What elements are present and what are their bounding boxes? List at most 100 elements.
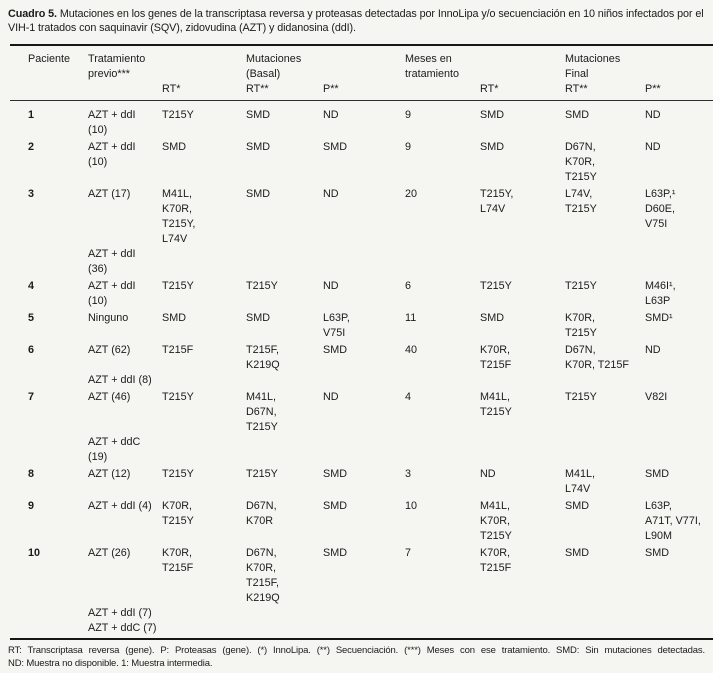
cell-line: D67N,	[246, 500, 277, 512]
cell-meses: 40	[405, 343, 480, 390]
cell-line: D67N,	[565, 141, 596, 153]
cell-rt-basal-sec: D67N, K70R, T215F, K219Q	[246, 546, 323, 639]
cell-tratamiento: AZT (26) AZT + ddI (7) AZT + ddC (7)	[88, 546, 162, 639]
cell-line: K70R,	[565, 156, 596, 168]
patient-number: 7	[10, 390, 88, 467]
column-header-meses-en-tratamiento: Meses en tratamiento	[405, 45, 480, 101]
cell-line: SMD	[246, 312, 270, 324]
footnote-line-1: RT: Transcriptasa reversa (gene). P: Pro…	[8, 645, 705, 656]
cell-line: T215F,	[246, 577, 280, 589]
cell-line: T215Y	[565, 203, 597, 215]
cell-p-basal: SMD	[323, 140, 405, 187]
cell-line: 4	[405, 391, 412, 403]
patient-number: 9	[10, 499, 88, 546]
mutations-table: Paciente Tratamiento previo*** RT* Mutacion…	[10, 44, 713, 640]
cell-line: RT*	[162, 83, 181, 95]
cell-meses: 6	[405, 279, 480, 311]
cell-line: 6	[405, 280, 412, 292]
cell-line: SMD	[323, 468, 347, 480]
cell-rt-final-sec: SMD	[565, 101, 645, 141]
cell-line: 1	[28, 109, 35, 121]
cell-line: 11	[405, 312, 417, 324]
cell-rt-final-sec: M41L, L74V	[565, 467, 645, 499]
cell-rt-basal-sec: SMD	[246, 187, 323, 279]
cell-rt-basal-sec: D67N, K70R	[246, 499, 323, 546]
cell-line: AZT + ddC (7)	[88, 622, 157, 634]
cell-rt-basal-sec: SMD	[246, 101, 323, 141]
cell-line: M41L,	[565, 468, 596, 480]
cell-line: (19)	[88, 451, 108, 463]
cell-rt-basal-innolipa: M41L, K70R, T215Y, L74V	[162, 187, 246, 279]
cell-line: 40	[405, 344, 418, 356]
cell-line: Meses en	[405, 53, 452, 65]
cell-line: SMD	[246, 188, 270, 200]
cell-p-final: ND	[645, 140, 713, 187]
cell-meses: 20	[405, 187, 480, 279]
cell-p-basal: SMD	[323, 343, 405, 390]
table-row-paciente-1: 1 AZT + ddI (10) T215Y SMD ND 9 SMD SMD ND	[10, 101, 713, 141]
cell-line: AZT + ddI	[88, 109, 136, 121]
cell-line: P**	[323, 83, 339, 95]
cell-rt-basal-sec: T215Y	[246, 279, 323, 311]
cell-tratamiento: AZT + ddI (4)	[88, 499, 162, 546]
cell-rt-basal-innolipa: SMD	[162, 140, 246, 187]
cell-line: 9	[28, 500, 35, 512]
cell-line: SMD	[162, 312, 186, 324]
cell-line: K70R,	[246, 562, 277, 574]
cell-line: L90M	[645, 530, 673, 542]
cell-line: K70R,	[162, 500, 193, 512]
cell-line: 7	[405, 547, 412, 559]
cell-rt-basal-innolipa: T215Y	[162, 101, 246, 141]
cell-line	[88, 591, 160, 606]
cell-line	[88, 420, 160, 435]
cell-p-final: L63P, A71T, V77I, L90M	[645, 499, 713, 546]
cell-rt-basal-innolipa: T215Y	[162, 467, 246, 499]
cell-line	[88, 358, 160, 373]
cell-p-basal: SMD	[323, 467, 405, 499]
patient-number: 2	[10, 140, 88, 187]
table-body: 1 AZT + ddI (10) T215Y SMD ND 9 SMD SMD ND 2 AZT + …	[10, 101, 713, 640]
cell-line: ND	[645, 344, 661, 356]
cell-line: ND	[645, 109, 661, 121]
cell-line: ND	[323, 280, 339, 292]
cell-line: L63P,	[645, 500, 672, 512]
cell-line: ND	[480, 468, 496, 480]
cell-line: AZT (46)	[88, 391, 131, 403]
cell-line: L74V,	[565, 188, 593, 200]
patient-number: 4	[10, 279, 88, 311]
cell-line: Final	[565, 68, 589, 80]
cell-meses: 7	[405, 546, 480, 639]
cell-line: SMD	[480, 109, 504, 121]
cell-p-basal: SMD	[323, 499, 405, 546]
cell-rt-final-innolipa: SMD	[480, 140, 565, 187]
cell-line: AZT (62)	[88, 344, 131, 356]
cell-line: 8	[28, 468, 35, 480]
cell-line: T215Y,	[162, 218, 196, 230]
cell-meses: 3	[405, 467, 480, 499]
cell-line: AZT + ddI	[88, 280, 136, 292]
cell-line: T215F	[162, 562, 194, 574]
cell-tratamiento: AZT + ddI (10)	[88, 279, 162, 311]
cell-line: L74V	[162, 233, 188, 245]
cell-rt-final-sec: T215Y	[565, 279, 645, 311]
cell-line: T215F	[162, 344, 194, 356]
cell-rt-final-innolipa: T215Y, L74V	[480, 187, 565, 279]
column-header-rt-secuenciacion-final: Mutaciones Final RT**	[565, 45, 645, 101]
column-header-rt-innolipa-basal: RT*	[162, 45, 246, 101]
cell-line: SMD	[565, 500, 589, 512]
table-header: Paciente Tratamiento previo*** RT* Mutacion…	[10, 45, 713, 101]
cell-line: SMD	[565, 547, 589, 559]
cell-tratamiento: AZT (12)	[88, 467, 162, 499]
table-caption: Cuadro 5. Mutaciones en los genes de la …	[8, 7, 705, 35]
cell-line: previo***	[88, 68, 131, 80]
cell-rt-basal-sec: M41L, D67N, T215Y	[246, 390, 323, 467]
cell-line: AZT (17)	[88, 188, 131, 200]
cell-p-final: ND	[645, 101, 713, 141]
cell-line	[323, 52, 405, 67]
cell-line: AZT + ddI (7)	[88, 607, 152, 619]
cell-line: (10)	[88, 156, 108, 168]
cell-line	[88, 217, 160, 232]
table-row-paciente-2: 2 AZT + ddI (10) SMD SMD SMD 9 SMD D67N, K70R, T21…	[10, 140, 713, 187]
cell-line: V75I	[323, 327, 346, 339]
